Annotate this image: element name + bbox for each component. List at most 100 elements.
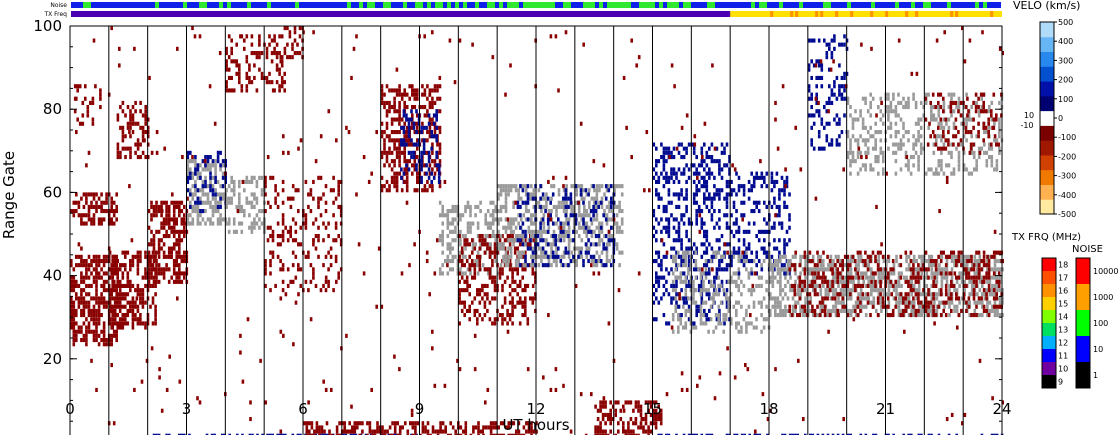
data-cell [175, 217, 178, 222]
data-cell [660, 267, 663, 272]
data-cell [569, 200, 573, 205]
data-cell [449, 250, 452, 255]
data-cell [486, 209, 490, 214]
data-cell [92, 221, 96, 226]
data-cell [100, 275, 103, 280]
data-cell [892, 296, 896, 301]
data-cell [269, 225, 272, 230]
data-cell [459, 267, 462, 272]
data-cell [95, 209, 98, 214]
data-cell [963, 263, 966, 268]
data-cell [100, 338, 103, 343]
data-cell [953, 259, 956, 264]
data-cell [209, 204, 212, 209]
data-cell [427, 121, 431, 126]
data-cell [902, 300, 905, 305]
data-cell [677, 263, 680, 268]
data-cell [175, 263, 178, 268]
data-cell [870, 292, 873, 297]
data-cell [94, 84, 97, 89]
data-cell [524, 200, 527, 205]
data-cell [408, 84, 411, 89]
data-cell [395, 117, 399, 122]
data-cell [139, 125, 142, 130]
data-cell [90, 283, 93, 288]
data-cell [423, 113, 427, 118]
data-cell [412, 125, 416, 130]
data-cell [778, 213, 781, 218]
data-cell [773, 267, 776, 272]
data-cell [575, 229, 578, 234]
data-cell [572, 259, 576, 264]
data-cell [291, 184, 295, 189]
data-cell [560, 254, 563, 259]
data-cell [507, 225, 510, 230]
data-cell [819, 304, 823, 309]
data-cell [925, 259, 929, 264]
data-cell [478, 313, 482, 318]
data-cell [680, 217, 683, 222]
data-cell [950, 308, 953, 313]
data-cell [854, 267, 857, 272]
data-cell [420, 159, 423, 164]
data-cell [278, 51, 281, 56]
data-cell [253, 204, 256, 209]
data-cell [269, 263, 272, 268]
data-cell [542, 204, 546, 209]
data-cell [700, 225, 704, 230]
data-cell [724, 292, 728, 297]
data-cell [438, 109, 442, 114]
data-cell [546, 263, 550, 268]
data-cell [602, 263, 605, 268]
data-cell [383, 146, 386, 151]
data-cell [92, 259, 96, 264]
data-cell [709, 317, 713, 322]
data-cell [963, 259, 966, 264]
data-cell [930, 283, 934, 288]
data-cell [972, 263, 976, 268]
data-cell [877, 254, 881, 259]
data-cell [705, 171, 709, 176]
data-cell [562, 238, 566, 243]
data-cell [897, 296, 901, 301]
data-cell [129, 109, 132, 114]
data-cell [390, 138, 394, 143]
data-cell [327, 267, 330, 272]
data-cell [887, 300, 891, 305]
data-cell [849, 259, 853, 264]
data-cell [592, 254, 595, 259]
data-cell [509, 238, 513, 243]
data-cell [170, 229, 173, 234]
data-cell [541, 192, 545, 197]
data-cell [577, 250, 581, 255]
data-cell [77, 329, 81, 334]
data-cell [905, 300, 908, 305]
data-cell [996, 313, 999, 318]
data-cell [779, 313, 782, 318]
data-cell [199, 175, 202, 180]
data-cell [589, 209, 593, 214]
noise-strip-cell [435, 2, 439, 8]
data-cell [431, 121, 434, 126]
data-cell [134, 317, 137, 322]
data-cell [433, 163, 437, 168]
data-cell [191, 184, 195, 189]
data-cell [699, 304, 703, 309]
data-cell [950, 283, 953, 288]
data-cell [162, 234, 166, 239]
data-cell [841, 267, 844, 272]
data-cell [332, 238, 335, 243]
data-cell [507, 263, 510, 268]
data-cell [278, 34, 281, 39]
data-cell [95, 329, 98, 334]
data-cell [702, 321, 705, 326]
data-cell [816, 292, 819, 297]
data-cell [175, 238, 178, 243]
data-cell [655, 275, 658, 280]
data-cell [532, 254, 536, 259]
data-cell [283, 46, 287, 51]
data-cell [620, 250, 624, 255]
data-cell [789, 283, 792, 288]
data-cell [286, 229, 290, 234]
data-cell [428, 88, 432, 93]
